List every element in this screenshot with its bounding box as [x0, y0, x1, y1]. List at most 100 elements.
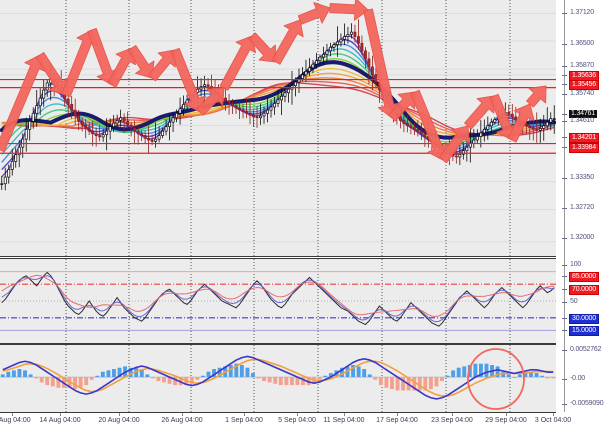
level-price-label[interactable]: 1.33984 [569, 143, 599, 153]
rsi-indicator-panel[interactable] [0, 258, 556, 344]
level-price-label[interactable]: 70.0000 [569, 285, 599, 295]
candle-body [101, 134, 105, 138]
macd-histogram-bar [267, 377, 272, 383]
time-axis[interactable]: 8 Aug 04:00 14 Aug 04:00 20 Aug 04:00 26 Au… [0, 412, 616, 428]
macd-histogram-bar [495, 366, 500, 378]
macd-histogram-bar [78, 377, 83, 388]
macd-histogram-bar [434, 377, 439, 387]
macd-histogram-bar [84, 377, 89, 386]
price-axis-gutter[interactable]: 1.37120 1.36500 1.35870 1.35636 1.35456 1.357… [556, 0, 616, 412]
macd-histogram-bar [478, 363, 483, 378]
macd-histogram-bar [189, 377, 194, 384]
macd-histogram-bar [412, 377, 417, 391]
macd-histogram-bar [301, 377, 305, 386]
time-axis-label: 23 Sep 04:00 [431, 417, 473, 424]
macd-histogram-bar [373, 377, 378, 380]
candle-body [7, 169, 11, 178]
candle-body [161, 130, 165, 136]
macd-histogram-bar [278, 377, 283, 386]
macd-histogram-bar [462, 366, 467, 378]
candle-body [332, 44, 336, 48]
macd-histogram-bar [289, 377, 294, 386]
macd-histogram-bar [384, 377, 389, 388]
macd-histogram-bar [228, 365, 233, 378]
time-axis-label: 5 Sep 04:00 [278, 417, 316, 424]
candle-body [94, 133, 98, 136]
candle-body [360, 42, 364, 52]
macd-histogram-bar [139, 369, 144, 378]
candle-body [42, 89, 46, 99]
candle-body [129, 124, 133, 129]
candle-body [206, 84, 210, 87]
level-price-label[interactable]: 1.34201 [569, 133, 599, 143]
candle-body [262, 112, 266, 117]
time-axis-label: 20 Aug 04:00 [98, 417, 140, 424]
macd-histogram-bar [23, 370, 27, 378]
candle-body [339, 38, 343, 43]
price-chart-panel[interactable] [0, 0, 556, 257]
macd-histogram-bar [551, 377, 556, 379]
time-axis-label: 14 Aug 04:00 [39, 417, 81, 424]
candle-body [203, 84, 207, 87]
candle-body [182, 104, 186, 110]
time-axis-label: 1 Sep 04:00 [225, 417, 263, 424]
macd-histogram-bar [212, 369, 217, 378]
candle-body [507, 112, 511, 115]
rsi-plot [0, 259, 556, 343]
axis-tick-mark [562, 276, 567, 277]
rsi-line-mid [1, 275, 555, 323]
axis-price-label: 1.34610 [570, 117, 594, 124]
macd-histogram-bar [106, 370, 111, 378]
candle-body [126, 120, 130, 126]
macd-histogram-bar [150, 377, 155, 379]
axis-tick-mark [562, 75, 567, 76]
macd-histogram-bar [367, 374, 372, 378]
candle-body [252, 114, 255, 118]
macd-histogram-bar [417, 377, 422, 391]
candle-body [115, 120, 119, 124]
candle-body [105, 130, 109, 136]
candle-body [269, 106, 273, 111]
trend-arrow [507, 103, 535, 143]
macd-histogram-bar [328, 373, 333, 378]
axis-price-label: 1.33350 [570, 174, 594, 181]
candle-body [398, 116, 402, 121]
macd-plot [0, 345, 556, 413]
macd-histogram-bar [0, 374, 5, 378]
level-price-label[interactable]: 30.0000 [569, 314, 599, 324]
current-price-label[interactable]: 1.34761 [569, 110, 597, 118]
trend-arrow [196, 87, 225, 116]
candle-body [528, 125, 532, 128]
axis-price-label: 1.35740 [570, 90, 594, 97]
candle-body [311, 63, 315, 69]
level-price-label[interactable]: 15.0000 [569, 326, 599, 336]
level-price-label[interactable]: 1.35456 [569, 80, 599, 90]
macd-histogram-bar [39, 377, 44, 383]
candle-body [423, 133, 427, 137]
time-tick-mark [297, 413, 298, 416]
macd-histogram-bar [145, 374, 150, 378]
candle-body [157, 135, 161, 140]
axis-price-label: 1.37120 [570, 9, 594, 16]
rsi-line-slow [1, 274, 555, 317]
level-price-label[interactable]: 85.0000 [569, 272, 599, 282]
macd-histogram-bar [167, 377, 172, 384]
candle-body [98, 135, 102, 138]
time-tick-mark [182, 413, 183, 416]
macd-histogram-bar [162, 377, 166, 383]
macd-indicator-panel[interactable] [0, 344, 556, 414]
axis-tick-mark [562, 302, 567, 303]
trend-arrow [271, 19, 304, 65]
candle-body [143, 135, 147, 139]
macd-histogram-bar [451, 370, 456, 378]
candle-body [245, 111, 248, 114]
price-plot [0, 0, 556, 256]
candle-body [374, 74, 378, 83]
macd-histogram-bar [540, 375, 545, 378]
candle-body [531, 127, 535, 130]
macd-histogram-bar [545, 377, 550, 379]
candle-body [24, 128, 28, 140]
time-axis-label: 8 Aug 04:00 [0, 417, 31, 424]
macd-histogram-bar [456, 367, 461, 378]
